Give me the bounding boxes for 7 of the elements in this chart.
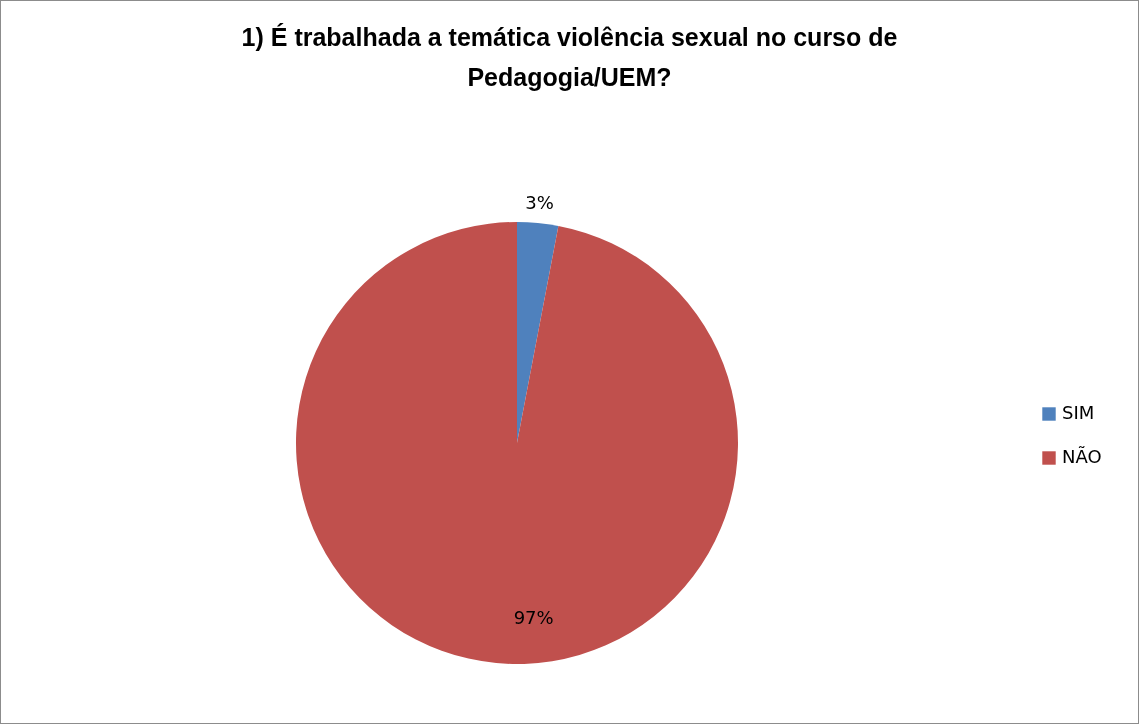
chart-title: 1) É trabalhada a temática violência sexual no curso de Pedagogia/UEM? [241, 23, 898, 91]
legend-label: SIM [1062, 402, 1095, 423]
legend-label: NÃO [1062, 446, 1102, 467]
pie-slice [296, 222, 738, 664]
pie-slice [517, 222, 559, 443]
data-label: 97% [513, 607, 554, 629]
data-label: 3% [525, 192, 554, 214]
